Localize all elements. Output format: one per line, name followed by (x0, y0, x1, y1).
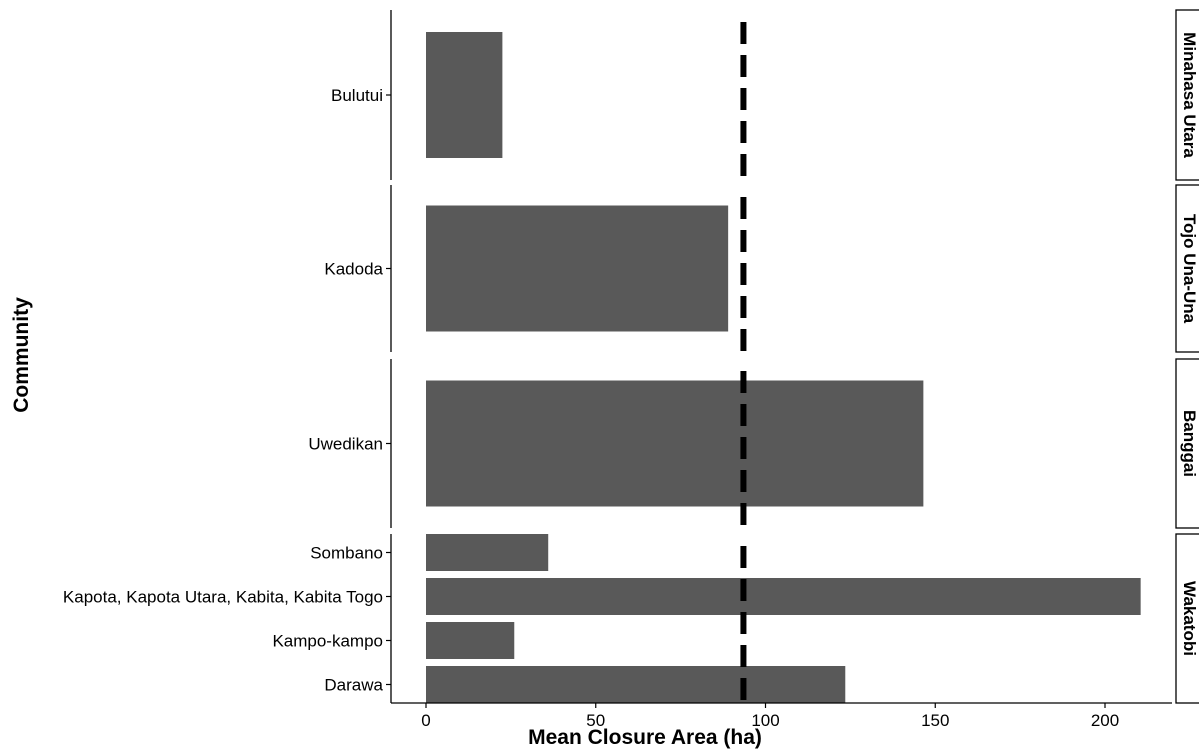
bar (426, 534, 549, 571)
facet-strip-label: Minahasa Utara (1180, 32, 1199, 158)
facet-strip-label: Banggai (1180, 410, 1199, 477)
facet-strip-label: Wakatobi (1180, 581, 1199, 656)
bar (426, 380, 924, 507)
bar (426, 622, 515, 659)
x-tick-label: 150 (921, 711, 949, 730)
y-tick-label: Sombano (310, 544, 383, 563)
bar (426, 32, 503, 158)
x-tick-label: 100 (751, 711, 779, 730)
y-axis-title: Community (10, 297, 33, 413)
bars-layer (426, 32, 1141, 703)
facet-strip (1175, 358, 1199, 529)
y-tick-label: Kadoda (324, 260, 383, 279)
x-tick-label: 0 (421, 711, 430, 730)
y-tick-label: Bulutui (331, 86, 383, 105)
bar (426, 578, 1141, 615)
facet-strip-label: Tojo Una-Una (1180, 214, 1199, 324)
x-axis: 0 50 100 150 200 (391, 702, 1172, 730)
x-axis-title: Mean Closure Area (ha) (528, 726, 762, 749)
x-tick-label: 50 (586, 711, 605, 730)
bar (426, 205, 729, 332)
facet-strip (1175, 533, 1199, 704)
facet-panels: Bulutui Kadoda Uwedikan Sombano Kapota, Kapo… (63, 10, 392, 703)
y-tick-label: Uwedikan (308, 435, 383, 454)
bar (426, 666, 846, 703)
x-tick-label: 200 (1091, 711, 1119, 730)
facet-strip (1175, 9, 1199, 181)
y-tick-label: Kapota, Kapota Utara, Kabita, Kabita Tog… (63, 588, 383, 607)
y-tick-label: Darawa (324, 676, 383, 695)
facet-strips: Minahasa Utara Tojo Una-Una Banggai Wakatob… (1175, 9, 1199, 704)
y-tick-label: Kampo-kampo (272, 632, 383, 651)
facet-strip (1175, 184, 1199, 353)
